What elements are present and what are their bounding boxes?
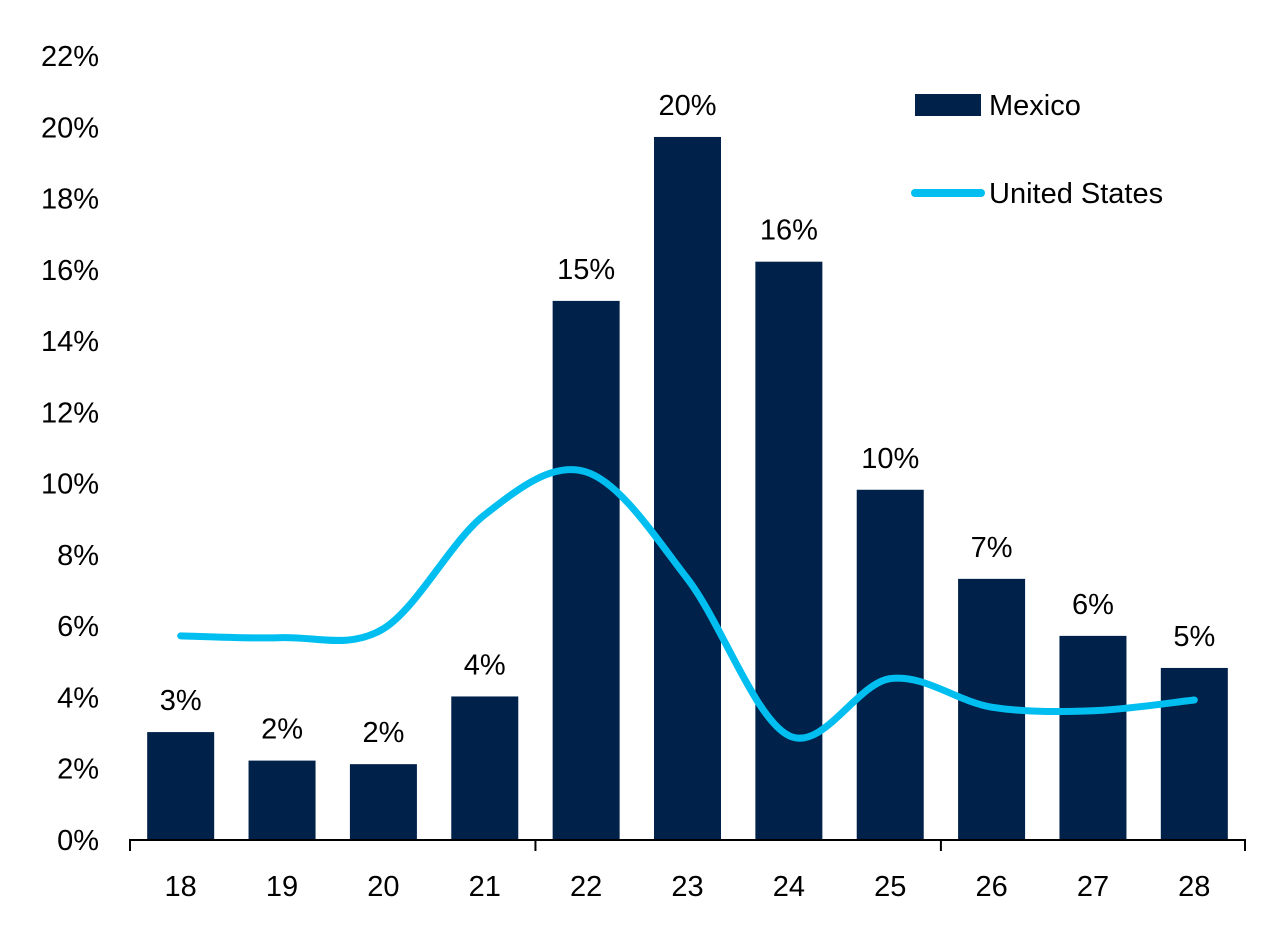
y-axis-labels: 0% 2% 4% 6% 8% 10% 12% 14% 16% 18% 20% 22%: [41, 41, 99, 857]
x-tick-label-26: 26: [975, 871, 1007, 903]
legend-label-united-states: United States: [989, 178, 1163, 210]
line-series-united-states: [177, 466, 1198, 742]
y-tick-label: 20%: [41, 112, 99, 144]
data-label-mexico-20: 2%: [362, 717, 404, 749]
x-tick-label-24: 24: [773, 871, 805, 903]
bar-mexico-22: [552, 300, 620, 840]
bar-data-labels: 3% 2% 2% 4% 15% 20% 16% 10% 7% 6% 5%: [160, 90, 1216, 749]
x-tick-label-19: 19: [266, 871, 298, 903]
y-tick-label: 2%: [57, 754, 99, 786]
data-label-mexico-23: 20%: [658, 90, 716, 122]
data-label-mexico-18: 3%: [160, 685, 202, 717]
x-tick-label-23: 23: [671, 871, 703, 903]
y-tick-label: 0%: [57, 825, 99, 857]
x-tick-label-27: 27: [1077, 871, 1109, 903]
y-tick-label: 12%: [41, 397, 99, 429]
bar-mexico-25: [856, 489, 924, 839]
legend: Mexico United States: [911, 90, 1163, 210]
y-tick-label: 6%: [57, 611, 99, 643]
bar-mexico-18: [147, 732, 215, 839]
bar-series-mexico: [147, 136, 1228, 840]
data-label-mexico-19: 2%: [261, 714, 303, 746]
y-tick-label: 22%: [41, 41, 99, 73]
data-label-mexico-22: 15%: [557, 254, 615, 286]
bar-mexico-19: [248, 760, 316, 839]
y-tick-label: 10%: [41, 469, 99, 501]
bar-mexico-27: [1059, 635, 1127, 839]
x-tick-label-21: 21: [469, 871, 501, 903]
data-label-mexico-24: 16%: [760, 215, 818, 247]
data-label-mexico-27: 6%: [1072, 589, 1114, 621]
y-tick-label: 8%: [57, 540, 99, 572]
y-tick-label: 16%: [41, 255, 99, 287]
bar-mexico-21: [451, 696, 519, 839]
data-label-mexico-21: 4%: [464, 649, 506, 681]
legend-label-mexico: Mexico: [989, 90, 1081, 122]
bar-mexico-24: [755, 261, 823, 839]
bar-mexico-28: [1160, 667, 1228, 839]
y-tick-label: 14%: [41, 326, 99, 358]
y-tick-label: 18%: [41, 184, 99, 216]
data-label-mexico-28: 5%: [1173, 621, 1215, 653]
x-tick-label-18: 18: [165, 871, 197, 903]
x-axis-labels: 18 19 20 21 22 23 24 25 26 27 28: [165, 871, 1211, 903]
y-tick-label: 4%: [57, 682, 99, 714]
x-tick-label-25: 25: [874, 871, 906, 903]
bar-mexico-20: [349, 764, 417, 839]
x-tick-label-20: 20: [367, 871, 399, 903]
data-label-mexico-26: 7%: [971, 532, 1013, 564]
x-tick-label-28: 28: [1178, 871, 1210, 903]
data-label-mexico-25: 10%: [861, 443, 919, 475]
bar-mexico-23: [654, 136, 721, 840]
x-axis: [129, 839, 1246, 851]
x-tick-label-22: 22: [570, 871, 602, 903]
legend-swatch-mexico: [915, 94, 981, 116]
